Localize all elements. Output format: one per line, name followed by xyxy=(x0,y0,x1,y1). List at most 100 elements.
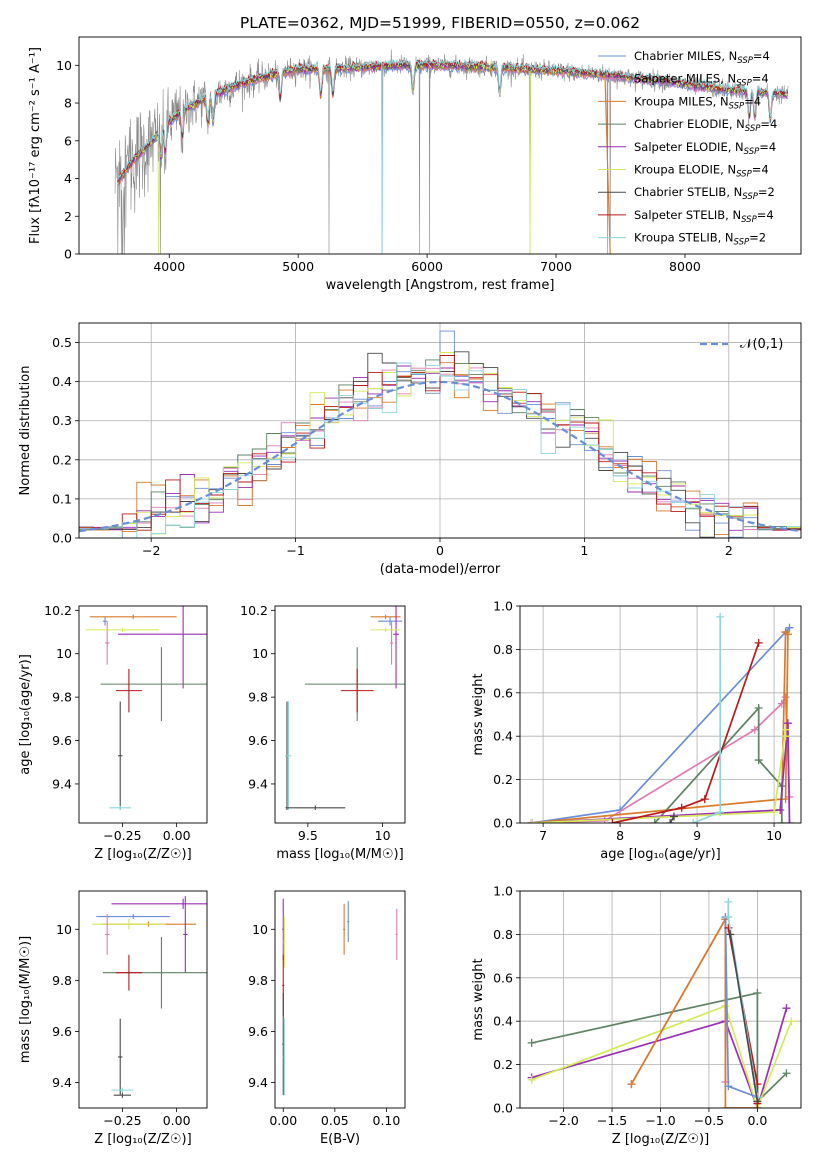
weight_vs_Z-ytick-label: 0.0 xyxy=(493,1101,513,1116)
weight-marker-chabrier_elodie xyxy=(777,819,786,823)
spectrum-model-salpeter_stelib xyxy=(117,58,788,182)
legend-label-kroupa_stelib: Kroupa STELIB, NSSP=2 xyxy=(634,231,766,248)
weight-line-kroupa_elodie xyxy=(531,1004,793,1108)
spectrum-kroupa-miles-cutoff xyxy=(604,76,611,254)
weight-marker-salpeter_stelib xyxy=(677,803,686,812)
age_vs_Z-xtick-label: 0.00 xyxy=(163,828,191,843)
age_vs_mass-plot-area xyxy=(285,606,405,810)
weight-line-kroupa_miles xyxy=(630,915,758,1108)
age_vs_Z-panel: −0.25 0.00 9.4 9.6 9.8 10 10.2 Z [log₁₀(Z/Z☉)] a… xyxy=(18,603,208,862)
weight-marker-kroupa_stelib xyxy=(716,808,725,817)
weight_vs_Z-grid xyxy=(520,890,801,1109)
mass_vs_Z-ylabel: mass [log₁₀(M/M☉)] xyxy=(18,936,33,1063)
weight-marker-chabrier_elodie xyxy=(754,703,763,712)
residual_hist-xtick-label: 1 xyxy=(580,543,588,558)
legend-label-chabrier_miles: Chabrier MILES, NSSP=4 xyxy=(634,49,770,66)
weight-marker-salpeter_miles xyxy=(600,816,609,823)
mass_vs_ebv-panel: 0.00 0.05 0.10 9.4 9.6 9.8 10 E(B-V) xyxy=(248,890,406,1147)
mass_vs_Z-xlabel: Z [log₁₀(Z/Z☉)] xyxy=(94,1132,191,1147)
weight-line-salpeter_stelib xyxy=(612,642,760,823)
age_vs_Z-frame xyxy=(78,605,208,824)
weight_vs_age-xtick-label: 9 xyxy=(693,828,701,843)
spectrum-xtick-label: 6000 xyxy=(411,259,443,274)
age_vs_mass-ytick-label: 9.4 xyxy=(248,776,268,791)
age_vs_Z-plot-area xyxy=(85,606,207,810)
weight_vs_Z-xtick-label: −2.0 xyxy=(548,1113,578,1128)
age_vs_Z-ytick-label: 9.6 xyxy=(52,733,72,748)
spectrum-panel: 4000 5000 6000 7000 8000 0 2 4 6 8 10 wavelength [A… xyxy=(28,36,802,293)
weight-marker-salpeter_elodie xyxy=(783,719,792,728)
weight_vs_age-xtick-label: 10 xyxy=(766,828,782,843)
weight_vs_age-ytick-label: 0.8 xyxy=(493,642,513,657)
weight-marker-chabrier_elodie xyxy=(754,756,763,765)
weight_vs_Z-ytick-label: 0.6 xyxy=(493,970,513,985)
spectrum-xtick-label: 4000 xyxy=(153,259,185,274)
mass_vs_Z-panel: −0.25 0.00 9.4 9.6 9.8 10 Z [log₁₀(Z/Z☉)] mass … xyxy=(18,890,208,1147)
weight_vs_age-xtick-label: 7 xyxy=(539,828,547,843)
age_vs_Z-ytick-label: 10.2 xyxy=(44,603,72,618)
weight_vs_age-ytick-label: 0.6 xyxy=(493,685,513,700)
mass_vs_ebv-ytick-label: 9.6 xyxy=(248,1024,268,1039)
weight_vs_Z-frame xyxy=(519,890,802,1109)
legend-label-chabrier_elodie: Chabrier ELODIE, NSSP=4 xyxy=(634,117,777,134)
weight-marker-salpeter_stelib xyxy=(754,638,763,647)
weight_vs_Z-xlabel: Z [log₁₀(Z/Z☉)] xyxy=(612,1132,709,1147)
weight_vs_Z-ytick-label: 0.2 xyxy=(493,1057,513,1072)
spectrum-ytick-label: 2 xyxy=(64,209,72,224)
weight-marker-kroupa_stelib xyxy=(689,819,698,823)
residual_hist-ytick-label: 0.5 xyxy=(52,335,72,350)
weight-marker-salpeter_stelib xyxy=(724,923,733,932)
weight-marker-salpeter_stelib xyxy=(700,795,709,804)
weight-marker-chabrier_elodie xyxy=(782,1069,791,1078)
figure-title: PLATE=0362, MJD=51999, FIBERID=0550, z=0… xyxy=(240,14,640,32)
age_vs_mass-xtick-label: 9.5 xyxy=(298,828,318,843)
mass_vs_ebv-xtick-label: 0.00 xyxy=(269,1113,297,1128)
legend-label-salpeter_elodie: Salpeter ELODIE, NSSP=4 xyxy=(634,140,776,157)
hist-legend-label: 𝒩(0,1) xyxy=(740,337,783,352)
weight_vs_Z-xtick-label: −1.5 xyxy=(597,1113,627,1128)
spectrum-legend: Chabrier MILES, NSSP=4 Salpeter MILES, NS… xyxy=(598,49,777,248)
age_vs_Z-ytick-label: 9.8 xyxy=(52,690,72,705)
weight_vs_Z-xtick-label: −1.0 xyxy=(645,1113,675,1128)
age_vs_Z-ylabel: age [log₁₀(age/yr)] xyxy=(18,654,33,775)
weight_vs_Z-ytick-label: 1.0 xyxy=(493,884,513,899)
mass_vs_ebv-plot-area xyxy=(282,898,398,1096)
weight_vs_Z-plot-area xyxy=(527,897,796,1108)
weight-marker-kroupa_elodie xyxy=(527,819,536,823)
age_vs_mass-panel: 9.5 10 9.4 9.6 9.8 10 10.2 mass [log₁₀(M/M☉)] xyxy=(240,603,406,862)
residual_hist-xlabel: (data-model)/error xyxy=(380,562,501,577)
weight-marker-kroupa_elodie xyxy=(781,732,790,741)
residual_hist-frame xyxy=(78,322,802,539)
residual_hist-xtick-label: −2 xyxy=(142,543,160,558)
residual_hist-ytick-label: 0.0 xyxy=(52,531,72,546)
age_vs_mass-ytick-label: 9.8 xyxy=(248,690,268,705)
legend-label-chabrier_stelib: Chabrier STELIB, NSSP=2 xyxy=(634,185,775,202)
spectrum-ytick-label: 6 xyxy=(64,133,72,148)
weight-line-kroupa_elodie xyxy=(531,729,787,823)
weight_vs_Z-ytick-label: 0.4 xyxy=(493,1014,513,1029)
mass_vs_Z-ytick-label: 9.6 xyxy=(52,1024,72,1039)
weight_vs_age-ytick-label: 1.0 xyxy=(493,599,513,614)
weight-marker-chabrier_elodie xyxy=(753,988,762,997)
weight-marker-kroupa_elodie xyxy=(787,1017,796,1026)
age_vs_Z-xtick-label: −0.25 xyxy=(103,828,141,843)
weight-line-salpeter_elodie xyxy=(531,1007,788,1108)
age_vs_mass-frame xyxy=(274,605,406,824)
weight_vs_age-ytick-label: 0.2 xyxy=(493,772,513,787)
spectrum-ytick-label: 8 xyxy=(64,96,72,111)
weight-marker-chabrier_elodie xyxy=(527,1038,536,1047)
legend-label-kroupa_elodie: Kroupa ELODIE, NSSP=4 xyxy=(634,163,769,180)
weight-marker-chabrier_stelib xyxy=(669,812,678,821)
residual_hist-ylabel: Normed distribution xyxy=(18,366,33,496)
age_vs_mass-ytick-label: 10.2 xyxy=(240,603,268,618)
mass_vs_ebv-frame xyxy=(274,890,406,1109)
spectrum-xtick-label: 8000 xyxy=(669,259,701,274)
weight-marker-salpeter_miles xyxy=(781,693,790,702)
residual_hist-xtick-label: 0 xyxy=(436,543,444,558)
residual_hist-ytick-label: 0.3 xyxy=(52,413,72,428)
weight-marker-salpeter_elodie xyxy=(782,1004,791,1013)
weight_vs_age-xlabel: age [log₁₀(age/yr)] xyxy=(600,847,721,862)
mass_vs_Z-xtick-label: −0.25 xyxy=(103,1113,141,1128)
weight-marker-kroupa_stelib xyxy=(724,913,733,922)
weight-marker-salpeter_miles xyxy=(750,725,759,734)
